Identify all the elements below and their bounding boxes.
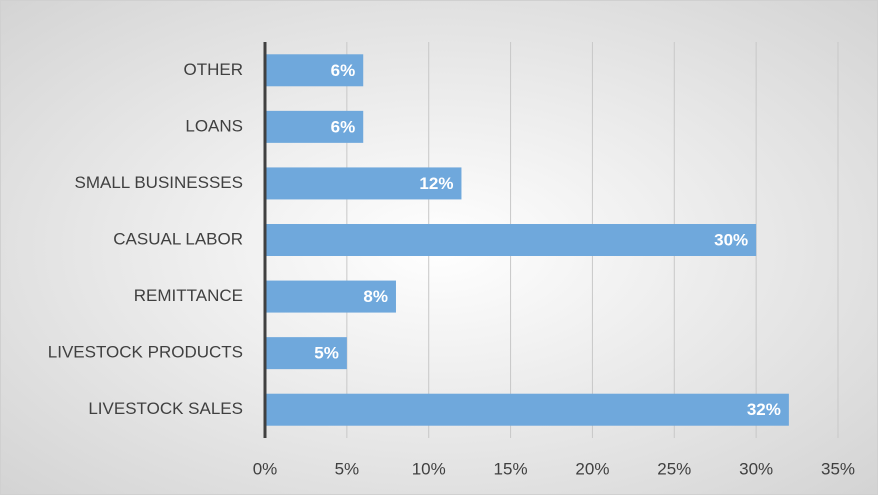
bar — [265, 337, 347, 370]
marks: 6% 6% 12% 30% 8% 5% 32% — [265, 54, 789, 426]
data-label: 32% — [747, 400, 781, 419]
data-label: 6% — [331, 117, 356, 136]
bar — [265, 110, 364, 143]
data-label: 5% — [314, 344, 339, 363]
y-tick-label: LIVESTOCK SALES — [88, 399, 243, 418]
x-tick-label: 20% — [575, 459, 609, 478]
y-tick-label: CASUAL LABOR — [113, 229, 243, 248]
bar — [265, 167, 462, 200]
x-tick-label: 15% — [494, 459, 528, 478]
y-tick-label: OTHER — [184, 60, 244, 79]
data-label: 12% — [419, 174, 453, 193]
x-tick-label: 30% — [739, 459, 773, 478]
y-tick-label: LOANS — [185, 116, 243, 135]
bar — [265, 393, 789, 426]
x-tick-label: 5% — [335, 459, 360, 478]
bar — [265, 224, 757, 256]
data-label: 8% — [363, 287, 388, 306]
x-tick-label: 25% — [657, 459, 691, 478]
x-tick-label: 35% — [821, 459, 855, 478]
bar — [265, 280, 396, 313]
x-tick-label: 0% — [253, 459, 278, 478]
y-tick-label: REMITTANCE — [134, 286, 243, 305]
bar — [265, 54, 364, 87]
y-tick-label: LIVESTOCK PRODUCTS — [48, 343, 243, 362]
data-label: 6% — [331, 61, 356, 80]
x-tick-label: 10% — [412, 459, 446, 478]
y-tick-label: SMALL BUSINESSES — [75, 173, 244, 192]
data-label: 30% — [714, 230, 748, 249]
